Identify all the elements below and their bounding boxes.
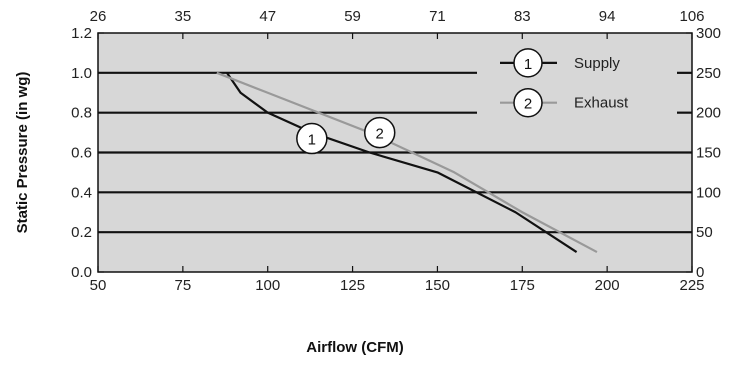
series-marker-label: 2 [376,126,384,143]
y-tick-label: 0.8 [71,105,92,122]
x-tick-label: 225 [679,277,704,294]
x2-tick-label: 59 [344,8,361,25]
series-line-exhaust [216,71,598,254]
legend-marker-circle [513,48,543,78]
x-tick-label: 50 [90,277,107,294]
x2-tick-label: 83 [514,8,531,25]
legend-label: Exhaust [574,95,629,112]
y-tick-label: 1.0 [71,65,92,82]
y2-tick-label: 150 [696,145,721,162]
y2-tick-label: 0 [696,264,704,281]
x2-tick-label: 94 [599,8,616,25]
legend-marker-label: 1 [524,56,532,73]
legend-label: Supply [574,55,620,72]
series-marker-label: 1 [308,132,316,149]
x-tick-label: 150 [425,277,450,294]
x-tick-label: 75 [175,277,192,294]
y2-tick-label: 100 [696,184,721,201]
y-axis-title: Static Pressure (in wg) [14,72,31,234]
x2-tick-label: 26 [90,8,107,25]
x-tick-label: 100 [255,277,280,294]
x2-tick-label: 71 [429,8,446,25]
series-marker-circle [296,122,328,155]
x2-tick-label: 47 [259,8,276,25]
y2-tick-label: 200 [696,105,721,122]
y-tick-label: 0.6 [71,145,92,162]
y-tick-label: 0.0 [71,264,92,281]
legend-marker-circle [513,87,543,118]
x-tick-label: 200 [595,277,620,294]
y-tick-label: 1.2 [71,25,92,42]
y2-tick-label: 250 [696,65,721,82]
x-tick-label: 175 [510,277,535,294]
x-tick-label: 125 [340,277,365,294]
y-tick-label: 0.2 [71,224,92,241]
y2-tick-label: 300 [696,25,721,42]
legend-marker-label: 2 [524,96,532,113]
series-line-supply [226,72,578,254]
x2-tick-label: 35 [175,8,192,25]
y2-tick-label: 50 [696,224,713,241]
x-axis-title: Airflow (CFM) [306,339,403,356]
y-tick-label: 0.4 [71,184,92,201]
series-marker-circle [363,116,396,149]
x2-tick-label: 106 [679,8,704,25]
